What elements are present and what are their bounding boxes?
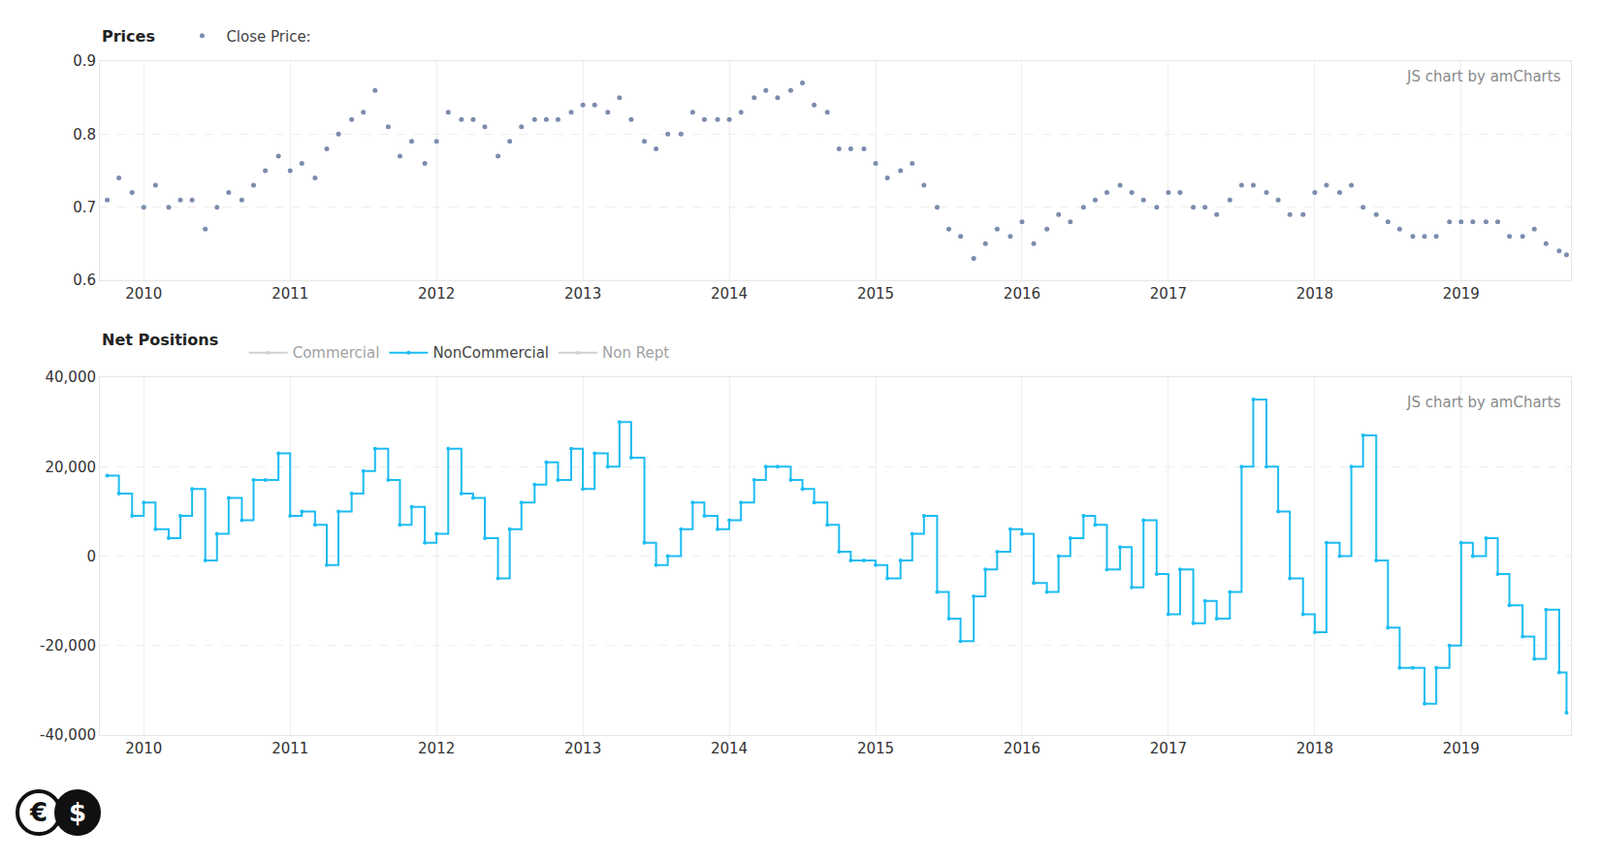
svg-text:20,000: 20,000 xyxy=(45,458,97,477)
svg-text:2013: 2013 xyxy=(564,739,602,758)
svg-text:Non Rept: Non Rept xyxy=(602,344,670,362)
svg-text:2014: 2014 xyxy=(710,739,748,758)
svg-text:$: $ xyxy=(68,798,87,828)
svg-text:JS chart by amCharts: JS chart by amCharts xyxy=(1406,67,1562,86)
svg-text:-20,000: -20,000 xyxy=(39,637,96,655)
svg-text:0: 0 xyxy=(86,547,96,566)
svg-text:2016: 2016 xyxy=(1003,285,1041,303)
svg-text:Close Price:: Close Price: xyxy=(225,28,311,46)
svg-text:2018: 2018 xyxy=(1296,285,1334,303)
svg-text:JS chart by amCharts: JS chart by amCharts xyxy=(1406,393,1562,412)
svg-text:2017: 2017 xyxy=(1150,285,1187,303)
svg-text:2014: 2014 xyxy=(710,285,748,303)
svg-text:40,000: 40,000 xyxy=(45,368,97,386)
svg-text:2015: 2015 xyxy=(857,739,895,758)
svg-text:2016: 2016 xyxy=(1003,739,1041,758)
svg-text:2013: 2013 xyxy=(564,285,602,303)
svg-text:2012: 2012 xyxy=(417,285,455,303)
svg-text:Commercial: Commercial xyxy=(292,344,381,362)
svg-text:0.6: 0.6 xyxy=(72,271,96,289)
svg-text:2019: 2019 xyxy=(1442,739,1480,758)
svg-text:2010: 2010 xyxy=(125,285,162,303)
svg-text:0.8: 0.8 xyxy=(72,126,96,144)
svg-text:-40,000: -40,000 xyxy=(39,726,96,744)
svg-text:Net Positions: Net Positions xyxy=(101,330,219,350)
svg-text:2019: 2019 xyxy=(1442,285,1480,303)
svg-text:0.7: 0.7 xyxy=(72,198,96,217)
svg-text:2011: 2011 xyxy=(271,739,309,758)
svg-text:Prices: Prices xyxy=(101,27,156,46)
svg-text:2012: 2012 xyxy=(417,739,455,758)
svg-text:2015: 2015 xyxy=(857,285,895,303)
svg-text:2017: 2017 xyxy=(1150,739,1187,758)
svg-text:2010: 2010 xyxy=(125,739,162,758)
svg-text:2011: 2011 xyxy=(271,285,309,303)
svg-text:0.9: 0.9 xyxy=(72,52,96,70)
svg-text:2018: 2018 xyxy=(1296,739,1334,758)
svg-text:€: € xyxy=(29,798,48,828)
svg-text:NonCommercial: NonCommercial xyxy=(432,344,549,362)
